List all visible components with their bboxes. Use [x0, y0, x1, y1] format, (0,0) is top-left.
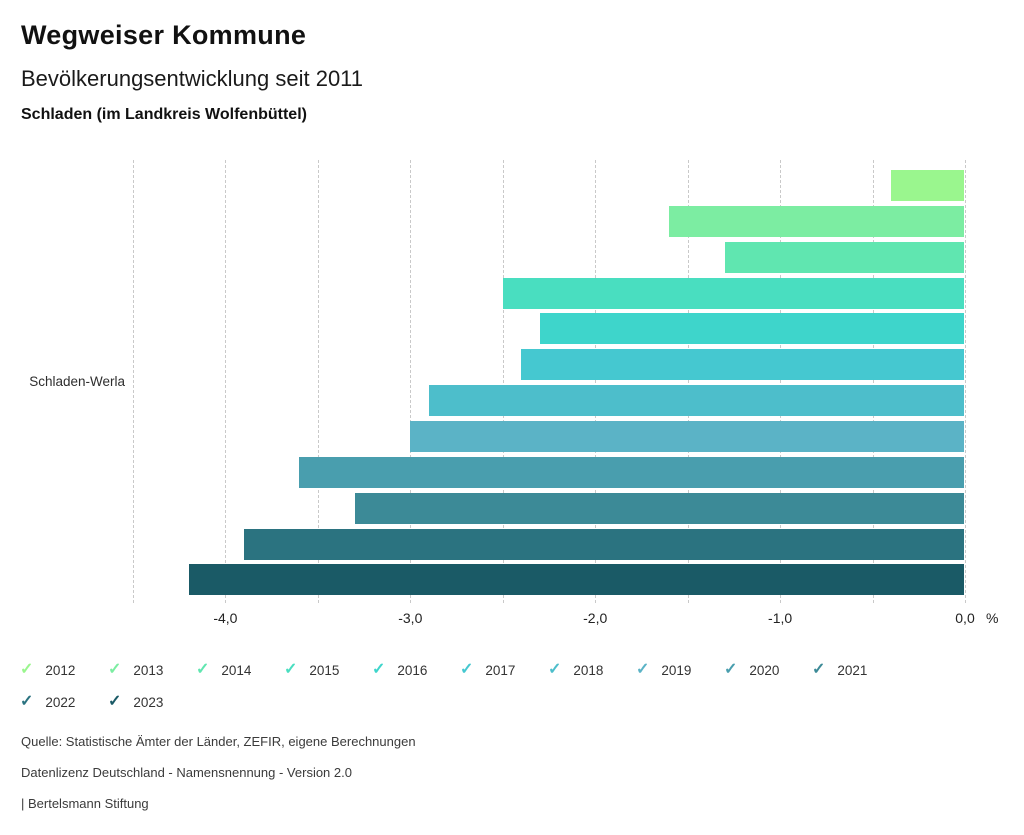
check-icon: ✓ [724, 661, 738, 678]
legend-item-2015[interactable]: ✓ 2015 [284, 654, 372, 686]
check-icon: ✓ [284, 661, 298, 678]
legend-item-label: 2015 [309, 662, 340, 678]
bar-2021 [354, 492, 964, 524]
gridline [595, 160, 597, 603]
check-icon: ✓ [372, 661, 386, 678]
gridline [410, 160, 412, 603]
legend-item-2017[interactable]: ✓ 2017 [460, 654, 548, 686]
check-icon: ✓ [812, 661, 826, 678]
chart-title: Bevölkerungsentwicklung seit 2011 [21, 66, 364, 91]
legend-item-label: 2013 [133, 662, 164, 678]
bar-2023 [188, 564, 964, 596]
x-tick-label: -1,0 [768, 610, 793, 626]
legend-item-2016[interactable]: ✓ 2016 [372, 654, 460, 686]
legend-item-label: 2018 [573, 662, 604, 678]
chart-subtitle: Schladen (im Landkreis Wolfenbüttel) [21, 106, 307, 123]
gridline [780, 160, 782, 603]
gridline [872, 160, 874, 603]
x-tick-label: -4,0 [213, 610, 238, 626]
bar-2014 [724, 241, 964, 273]
gridline [687, 160, 689, 603]
legend-item-2020[interactable]: ✓ 2020 [724, 654, 812, 686]
footer-source-text: Quelle: Statistische Ämter der Länder, Z… [21, 734, 416, 749]
legend-item-2014[interactable]: ✓ 2014 [196, 654, 284, 686]
check-icon: ✓ [548, 661, 562, 678]
legend-item-label: 2016 [397, 662, 428, 678]
gridline [225, 160, 227, 603]
legend-item-label: 2020 [749, 662, 780, 678]
check-icon: ✓ [108, 661, 122, 678]
bar-2012 [891, 170, 964, 201]
legend-item-label: 2012 [45, 662, 76, 678]
bar-2020 [299, 456, 964, 488]
x-tick-label: -2,0 [583, 610, 608, 626]
x-tick-label: 0,0 [955, 610, 975, 626]
legend-item-label: 2022 [45, 694, 76, 710]
legend-item-2019[interactable]: ✓ 2019 [636, 654, 724, 686]
check-icon: ✓ [460, 661, 474, 678]
legend-item-label: 2017 [485, 662, 516, 678]
check-icon: ✓ [636, 661, 650, 678]
y-axis-category-label: Schladen-Werla [29, 374, 125, 389]
x-axis-unit-label: % [986, 610, 999, 626]
check-icon: ✓ [108, 693, 122, 710]
legend-item-label: 2023 [133, 694, 164, 710]
legend-item-2013[interactable]: ✓ 2013 [108, 654, 196, 686]
legend-item-2012[interactable]: ✓ 2012 [20, 654, 108, 686]
gridline [317, 160, 319, 603]
bar-2017 [521, 349, 964, 381]
gridline [133, 160, 134, 603]
bar-2019 [410, 421, 964, 452]
check-icon: ✓ [20, 693, 34, 710]
footer-attribution-text: | Bertelsmann Stiftung [21, 796, 149, 811]
legend-item-2021[interactable]: ✓ 2021 [812, 654, 900, 686]
gridline [502, 160, 504, 603]
x-tick-label: -3,0 [398, 610, 423, 626]
bar-2015 [502, 277, 964, 309]
check-icon: ✓ [20, 661, 34, 678]
bar-2016 [539, 313, 964, 345]
footer-license-text: Datenlizenz Deutschland - Namensnennung … [21, 765, 352, 780]
legend-item-2022[interactable]: ✓ 2022 [20, 686, 108, 718]
bar-2013 [669, 205, 964, 237]
legend-item-label: 2019 [661, 662, 692, 678]
check-icon: ✓ [196, 661, 210, 678]
legend: ✓ 2012 ✓ 2013 ✓ 2014 ✓ 2015 ✓ 2016 ✓ 2017 ✓ 2018 ✓ 2019… [20, 654, 910, 718]
app-title: Wegweiser Kommune [21, 20, 307, 50]
legend-item-2023[interactable]: ✓ 2023 [108, 686, 196, 718]
legend-item-2018[interactable]: ✓ 2018 [548, 654, 636, 686]
legend-item-label: 2021 [837, 662, 868, 678]
gridline [965, 160, 966, 603]
bar-2018 [428, 385, 964, 417]
plot-area: % -4,0 -3,0 -2,0 -1,0 0,0 [133, 160, 998, 626]
header: Wegweiser Kommune Bevölkerungsentwicklun… [21, 20, 363, 124]
legend-item-label: 2014 [221, 662, 252, 678]
bar-2022 [243, 528, 964, 560]
